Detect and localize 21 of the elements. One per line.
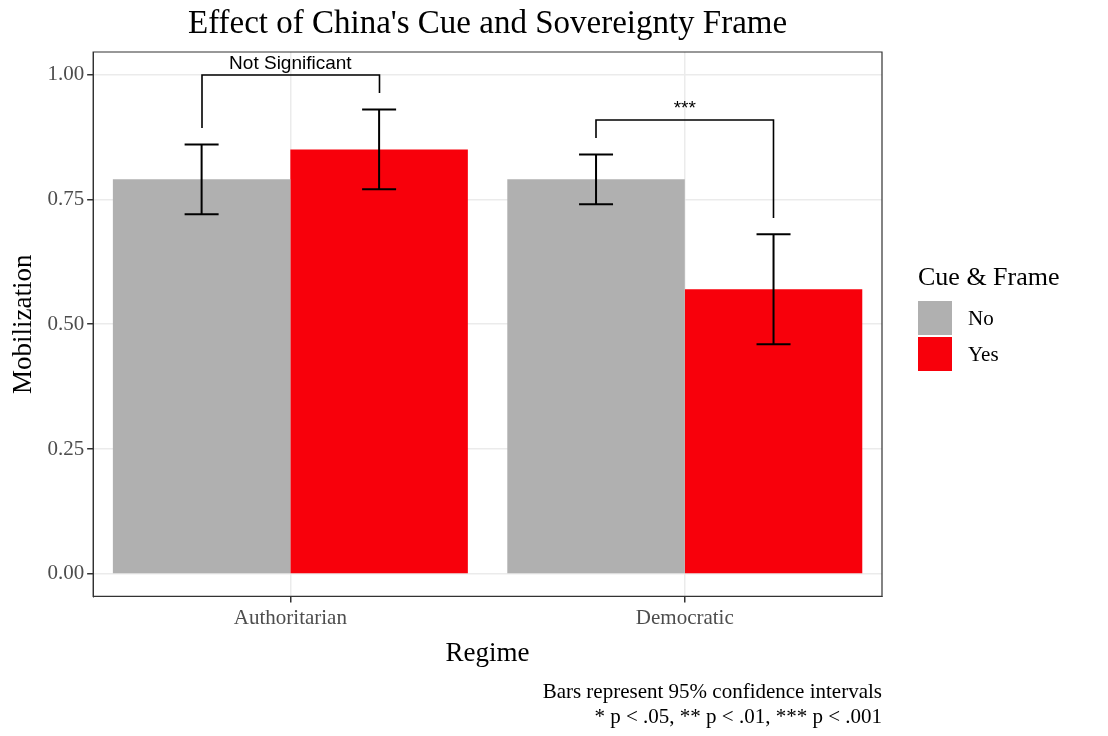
- x-tick-label: Authoritarian: [233, 604, 348, 629]
- legend-label: Yes: [968, 341, 999, 367]
- chart-title: Effect of China's Cue and Sovereignty Frame: [187, 3, 788, 40]
- y-tick-label: 0.75: [47, 185, 85, 210]
- y-tick-label: 0.00: [47, 560, 85, 585]
- annotation: ***: [673, 97, 697, 119]
- bar: [684, 289, 863, 574]
- bar: [507, 179, 685, 574]
- y-tick-label: 0.50: [47, 310, 85, 335]
- legend-title: Cue & Frame: [918, 262, 1060, 292]
- legend-label: No: [968, 305, 994, 331]
- y-tick-label: 1.00: [47, 60, 85, 85]
- annotation: Not Significant: [229, 52, 353, 74]
- text: Bars represent 95% confidence intervals: [542, 679, 882, 703]
- x-tick-label: Democratic: [635, 604, 734, 629]
- bar: [112, 179, 291, 574]
- text: * p < .05, ** p < .01, *** p < .001: [594, 704, 882, 728]
- x-axis-title: Regime: [445, 636, 530, 667]
- y-tick-label: 0.25: [47, 435, 85, 460]
- bar: [290, 149, 468, 574]
- y-axis-title: Mobilization: [7, 253, 38, 394]
